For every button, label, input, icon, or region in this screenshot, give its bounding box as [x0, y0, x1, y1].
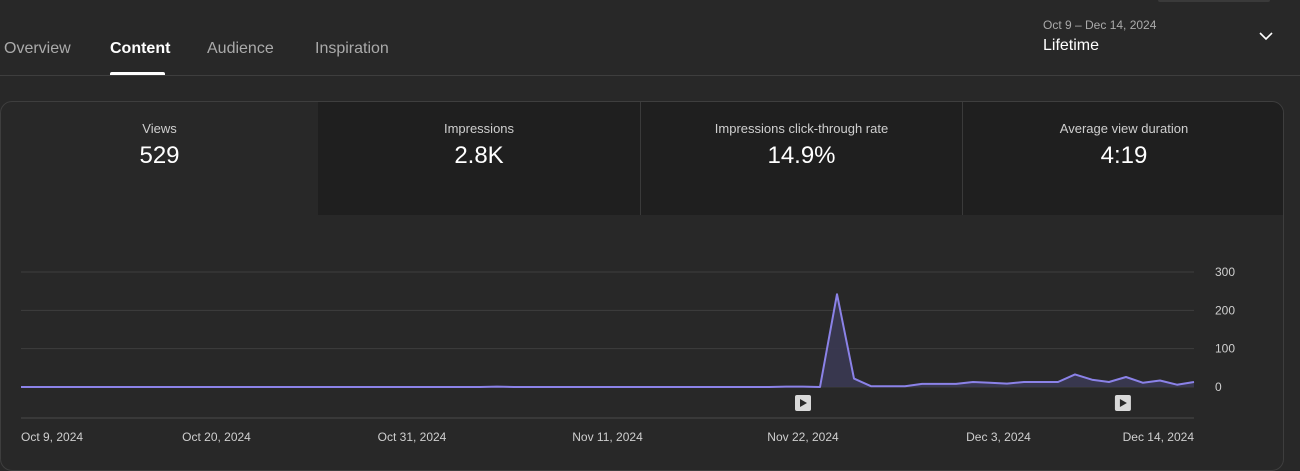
metric-value: 4:19: [1100, 142, 1148, 169]
metric-value: 2.8K: [454, 142, 504, 169]
tab-audience[interactable]: Audience: [207, 40, 274, 57]
date-range-selector[interactable]: Oct 9 – Dec 14, 2024 Lifetime: [1043, 14, 1283, 62]
x-tick-label: Oct 9, 2024: [21, 430, 83, 444]
y-tick-label: 200: [1215, 303, 1235, 317]
metric-tab-views[interactable]: Views 529: [1, 102, 318, 215]
views-chart: 0 100 200 300 Oct 9, 2024 Oct 20, 2024 Oct 31,…: [21, 265, 1235, 444]
x-tick-label: Dec 14, 2024: [1123, 430, 1195, 444]
active-tab-indicator: [110, 72, 165, 75]
top-edge-decoration: [1158, 0, 1270, 2]
metric-label: Impressions click-through rate: [714, 121, 889, 136]
tab-content[interactable]: Content: [110, 40, 171, 57]
x-tick-label: Nov 22, 2024: [767, 430, 839, 444]
tab-overview[interactable]: Overview: [4, 40, 71, 57]
metric-tab-avg-view-duration[interactable]: Average view duration 4:19: [963, 102, 1283, 215]
metric-label: Average view duration: [1059, 121, 1189, 136]
tab-inspiration[interactable]: Inspiration: [315, 40, 389, 57]
y-tick-label: 0: [1215, 380, 1222, 394]
metric-value: 14.9%: [767, 142, 836, 169]
x-tick-label: Dec 3, 2024: [966, 430, 1031, 444]
metric-divider: [640, 102, 641, 215]
date-range-label: Oct 9 – Dec 14, 2024: [1043, 18, 1157, 32]
metric-tab-impressions[interactable]: Impressions 2.8K: [318, 102, 640, 215]
metric-label: Views: [142, 121, 177, 136]
metric-label: Impressions: [443, 121, 515, 136]
date-period-label: Lifetime: [1043, 37, 1100, 54]
series-area: [21, 294, 1194, 387]
x-tick-label: Oct 31, 2024: [378, 430, 447, 444]
y-tick-label: 300: [1215, 265, 1235, 279]
series-line: [21, 293, 1195, 388]
metric-tab-ctr[interactable]: Impressions click-through rate 14.9%: [641, 102, 962, 215]
x-tick-label: Nov 11, 2024: [572, 430, 643, 444]
play-icon[interactable]: [1114, 395, 1131, 411]
metric-value: 529: [139, 142, 180, 169]
x-tick-label: Oct 20, 2024: [182, 430, 251, 444]
y-tick-label: 100: [1215, 342, 1235, 356]
chevron-down-icon: [1259, 32, 1273, 41]
metrics-card: Views 529 Impressions 2.8K Impressions c…: [0, 101, 1284, 471]
play-icon[interactable]: [795, 395, 811, 411]
analytics-header: Overview Content Audience Inspiration Oc…: [0, 0, 1300, 76]
metric-divider: [962, 102, 963, 215]
